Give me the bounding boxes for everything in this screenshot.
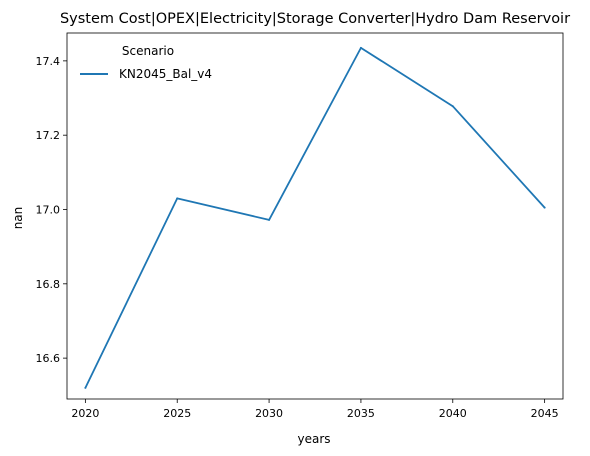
legend: Scenario KN2045_Bal_v4 [80, 44, 212, 81]
series-layer [84, 46, 546, 389]
data-point [359, 46, 362, 49]
data-point [543, 206, 546, 209]
x-axis-label: years [297, 432, 330, 446]
y-tick-label: 16.6 [36, 352, 61, 365]
x-tick-label: 2035 [347, 407, 375, 420]
series-line-0 [84, 46, 546, 389]
y-tick-label: 16.8 [36, 278, 61, 291]
x-tick-label: 2040 [439, 407, 467, 420]
data-point [176, 197, 179, 200]
plot-frame [66, 32, 564, 400]
y-tick-label: 17.0 [36, 203, 61, 216]
plot-area [66, 32, 564, 400]
x-tick-label: 2025 [163, 407, 191, 420]
y-axis-label: nan [11, 207, 25, 230]
x-tick-label: 2045 [531, 407, 559, 420]
legend-entry-label: KN2045_Bal_v4 [119, 67, 212, 81]
data-point [451, 105, 454, 108]
chart-title: System Cost|OPEX|Electricity|Storage Con… [60, 11, 570, 27]
x-tick-label: 2030 [255, 407, 283, 420]
x-tick-label: 2020 [71, 407, 99, 420]
data-point [268, 218, 271, 221]
x-axis: 2020 2025 2030 2035 2040 2045 [71, 399, 559, 420]
y-tick-label: 17.4 [36, 55, 61, 68]
y-axis: 16.6 16.8 17.0 17.2 17.4 [36, 55, 67, 365]
data-point [84, 386, 87, 389]
legend-title: Scenario [122, 44, 174, 58]
y-tick-label: 17.2 [36, 129, 61, 142]
